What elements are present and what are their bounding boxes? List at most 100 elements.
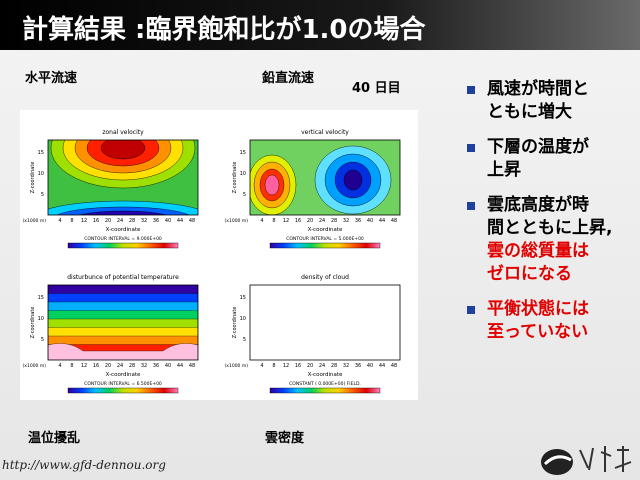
x-tick-label: 16 [93,363,99,369]
y-tick-label: 15 [38,295,44,301]
x-tick-label: 40 [367,363,373,369]
contour-band [48,301,198,312]
bullet-text: ゼロになる [487,264,572,284]
x-tick-label: 20 [307,218,313,224]
plot-frame [249,139,401,216]
x-tick-label: 40 [367,218,373,224]
x-tick-label: 44 [177,363,183,369]
contour-note: CONTOUR INTERVAL = 5.000E+00 [286,236,364,242]
x-tick-label: 24 [117,363,123,369]
x-tick-label: 20 [105,218,111,224]
bullet-text: 雲底高度が時 [487,195,589,215]
panel-label: 鉛直流速 [262,71,315,86]
y-tick-label: 10 [38,316,44,322]
plot-title: disturbunce of potential temperature [67,274,179,281]
contour-band [48,310,198,320]
panel-label: 雲密度 [265,431,305,446]
unit-label: (x1000 m) [23,218,47,224]
x-tick-label: 8 [272,218,275,224]
colorbar [67,387,179,394]
x-tick-label: 44 [177,218,183,224]
contour-band [48,293,198,303]
contour [100,140,146,160]
unit-label: (x1000 m) [23,363,47,369]
contour-plot [48,140,198,215]
day-label: 40 日目 [352,81,401,96]
x-tick-label: 48 [189,218,195,224]
x-tick-label: 16 [295,363,301,369]
bullet: 平衡状態には 至っていない [462,298,640,344]
contour [264,174,280,196]
x-tick-label: 24 [319,218,325,224]
x-tick-label: 28 [331,218,337,224]
x-tick-label: 32 [343,218,349,224]
y-tick-label: 5 [243,192,246,198]
x-tick-label: 8 [70,218,73,224]
x-tick-label: 16 [295,218,301,224]
contour [343,169,363,191]
plot-title: zonal velocity [102,129,144,136]
x-tick-label: 12 [283,363,289,369]
y-tick-label: 10 [240,171,246,177]
contour-band [48,335,198,346]
x-tick-label: 24 [319,363,325,369]
x-tick-label: 40 [165,218,171,224]
y-axis-label: Z-coordinate [232,307,238,339]
y-axis-label: Z-coordinate [232,162,238,194]
x-axis-label: X-coordinate [308,227,343,233]
y-tick-label: 10 [38,171,44,177]
x-tick-label: 36 [355,363,361,369]
footer-url: http://www.gfd-dennou.org [2,458,166,472]
x-tick-label: 12 [81,218,87,224]
bullet-text: 間とともに上昇, [487,218,613,238]
colorbar [67,242,179,249]
x-tick-label: 4 [260,218,263,224]
x-tick-label: 24 [117,218,123,224]
bullet-text: 雲の総質量は [487,241,589,261]
y-tick-label: 10 [240,316,246,322]
x-tick-label: 4 [260,363,263,369]
x-tick-label: 12 [283,218,289,224]
x-tick-label: 8 [272,363,275,369]
x-tick-label: 36 [153,218,159,224]
y-tick-label: 5 [243,337,246,343]
contour-band [48,343,198,360]
plot-bg [250,285,400,360]
bullet-text: 上昇 [487,160,521,180]
y-axis-label: Z-coordinate [30,307,36,339]
bullet-list: 風速が時間と ともに増大 下層の温度が 上昇 雲底高度が時 間とともに上昇, 雲… [462,78,640,356]
figure: zonal velocity 5 10 15 Z-coordinate 4 8 12 16 20 2… [20,110,418,400]
y-tick-label: 15 [240,150,246,156]
unit-label: (x1000 m) [225,218,249,224]
bullet-text: 風速が時間と [487,79,589,99]
x-axis-label: X-coordinate [106,372,141,378]
bullet-text: ともに増大 [487,102,572,122]
x-tick-label: 48 [391,363,397,369]
x-tick-label: 4 [58,363,61,369]
x-tick-label: 8 [70,363,73,369]
bullet-text: 下層の温度が [487,137,589,157]
unit-label: (x1000 m) [225,363,249,369]
contour-plot [250,140,400,215]
x-tick-label: 12 [81,363,87,369]
panel-label: 水平流速 [25,71,78,86]
x-tick-label: 20 [307,363,313,369]
contour-plot [250,285,400,360]
colorbar [269,387,381,394]
plot-frame [249,284,401,361]
contour [78,210,168,215]
y-tick-label: 15 [38,150,44,156]
x-tick-label: 44 [379,218,385,224]
plot-title: vertical velocity [301,129,349,136]
contour-plot [48,285,198,360]
bullet: 下層の温度が 上昇 [462,136,640,182]
x-axis-label: X-coordinate [106,227,141,233]
y-tick-label: 15 [240,295,246,301]
slide-title: 計算結果 :臨界飽和比が1.0の場合 [22,15,426,45]
bullet-text: 至っていない [487,322,589,342]
x-tick-label: 40 [165,363,171,369]
plot-frame [47,139,199,216]
plot-title: density of cloud [301,274,349,281]
